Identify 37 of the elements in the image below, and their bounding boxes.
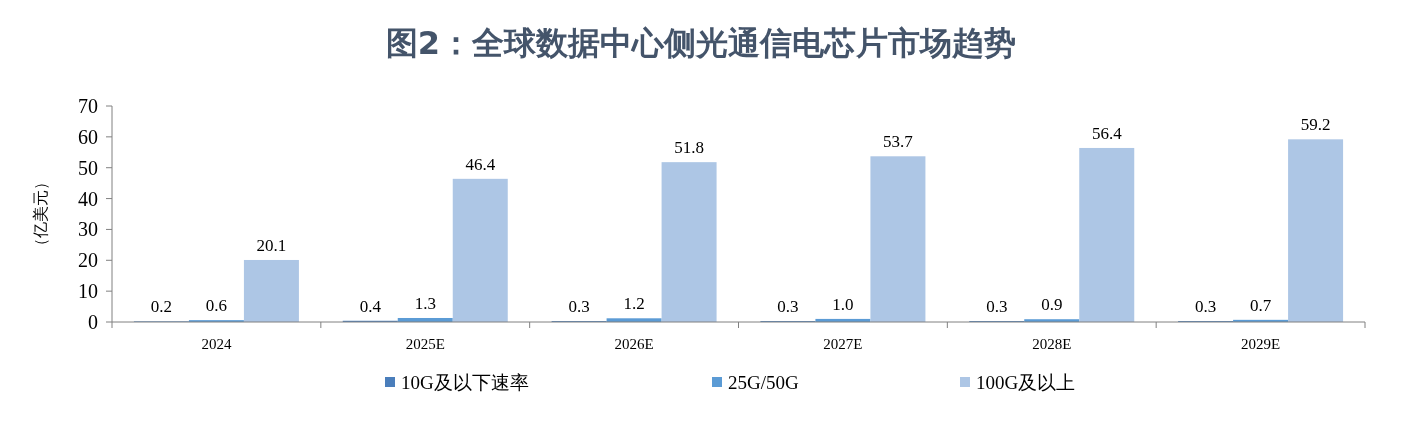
x-tick-label: 2024 — [201, 336, 232, 352]
data-label: 0.3 — [568, 297, 590, 317]
y-tick-label: 50 — [78, 156, 98, 179]
data-label: 1.3 — [414, 293, 436, 313]
x-tick-label: 2026E — [614, 336, 654, 352]
data-label: 59.2 — [1300, 115, 1331, 135]
data-label: 1.0 — [832, 294, 854, 314]
data-label: 56.4 — [1091, 123, 1123, 143]
data-label: 1.2 — [623, 294, 645, 314]
data-label: 0.3 — [777, 297, 799, 317]
legend-label: 25G/50G — [728, 372, 799, 393]
data-label: 0.6 — [205, 296, 228, 316]
x-tick-label: 2025E — [405, 336, 445, 352]
data-label: 0.3 — [1194, 297, 1217, 317]
data-label: 46.4 — [465, 154, 496, 174]
y-tick-label: 20 — [78, 249, 98, 272]
data-label: 0.7 — [1249, 295, 1272, 315]
y-tick-label: 0 — [88, 311, 98, 333]
data-label: 51.8 — [674, 138, 704, 158]
data-label: 0.4 — [359, 296, 382, 316]
data-label: 20.1 — [256, 235, 287, 255]
y-tick-label: 30 — [78, 218, 98, 241]
y-tick-label: 60 — [78, 125, 98, 148]
legend-label: 100G及以上 — [976, 372, 1076, 393]
data-label: 0.9 — [1041, 295, 1063, 315]
x-tick-label: 2027E — [823, 336, 863, 352]
data-label: 53.7 — [883, 132, 914, 152]
y-axis-title: （亿美元） — [32, 174, 49, 254]
x-tick-label: 2028E — [1032, 336, 1072, 352]
legend-label: 10G及以下速率 — [401, 372, 529, 393]
y-tick-label: 40 — [78, 187, 98, 210]
x-tick-label: 2029E — [1241, 336, 1281, 352]
y-tick-label: 70 — [78, 95, 98, 117]
data-label: 0.3 — [986, 297, 1008, 317]
data-label: 0.2 — [150, 297, 173, 317]
y-tick-label: 10 — [78, 280, 98, 303]
chart-title: 图2：全球数据中心侧光通信电芯片市场趋势 — [385, 24, 1017, 62]
